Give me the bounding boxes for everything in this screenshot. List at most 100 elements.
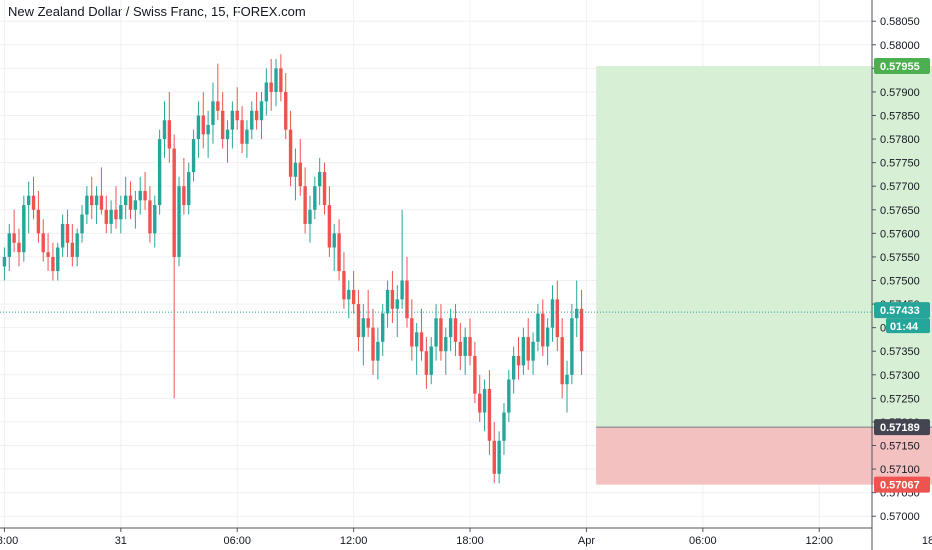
candle-up xyxy=(414,332,419,347)
time-tick-label: 18:00 xyxy=(922,535,932,547)
price-tick-label: 0.57000 xyxy=(880,511,920,523)
candle-up xyxy=(463,337,467,356)
price-tick-label: 0.57350 xyxy=(880,346,920,358)
candle-down xyxy=(478,393,482,413)
price-tick-label: 0.57600 xyxy=(880,228,920,240)
price-tick-label: 0.57800 xyxy=(880,134,920,146)
candle-down xyxy=(46,252,50,257)
time-axis[interactable]: 18:00 31 06:00 12:00 18:00 Apr 06:00 12:00 18:00 xyxy=(0,527,932,547)
candle-down xyxy=(284,91,288,130)
candle-up xyxy=(225,129,230,140)
candle-up xyxy=(2,256,7,267)
candle-up xyxy=(332,233,336,248)
candle-up xyxy=(400,280,404,300)
candle-up xyxy=(376,341,380,361)
candle-up xyxy=(570,318,574,375)
candle-down xyxy=(526,337,530,361)
candle-up xyxy=(119,205,123,220)
candle-up xyxy=(22,205,26,253)
candle-up xyxy=(293,162,298,177)
candle-down xyxy=(327,205,332,248)
candle-down xyxy=(65,223,70,243)
candle-up xyxy=(162,120,167,140)
candle-up xyxy=(502,412,506,441)
candle-up xyxy=(536,313,540,342)
long-position-tool[interactable] xyxy=(596,66,932,485)
price-axis[interactable]: 0.580500.580000.579500.579000.578500.578… xyxy=(871,0,920,550)
candle-up xyxy=(434,318,438,347)
candle-up xyxy=(575,308,579,319)
candle-up xyxy=(26,195,31,206)
current-price-badge-bg xyxy=(874,302,930,319)
candle-down xyxy=(104,209,108,224)
price-tick-label: 0.57750 xyxy=(880,158,920,170)
candle-down xyxy=(31,195,36,210)
candle-up xyxy=(80,214,84,234)
stop-zone xyxy=(596,427,932,485)
price-tick-label: 0.57650 xyxy=(880,205,920,217)
stop-price-badge: 0.57067 xyxy=(880,480,920,492)
candle-down xyxy=(453,318,458,342)
price-tick-label: 0.57300 xyxy=(880,370,920,382)
candle-up xyxy=(482,388,487,413)
candle-down xyxy=(424,351,429,375)
candle-down xyxy=(560,337,564,385)
candle-up xyxy=(565,374,569,385)
candle-up xyxy=(429,346,433,375)
candle-down xyxy=(279,68,283,92)
candle-up xyxy=(381,313,385,342)
price-tick-label: 0.57500 xyxy=(880,276,920,288)
price-tick-label: 0.58050 xyxy=(880,16,920,28)
candle-down xyxy=(516,355,521,366)
price-tick-label: 0.57250 xyxy=(880,393,920,405)
candle-up xyxy=(211,101,215,125)
time-tick-label: 31 xyxy=(115,535,127,547)
time-tick-label: 06:00 xyxy=(223,535,251,547)
candle-up xyxy=(259,101,264,121)
candle-up xyxy=(497,440,501,474)
stop-price-badge-bg xyxy=(874,476,930,493)
time-tick-label: 18:00 xyxy=(456,535,484,547)
candle-up xyxy=(206,124,210,135)
price-tick-label: 0.58000 xyxy=(880,40,920,52)
target-price-badge: 0.57955 xyxy=(880,61,920,73)
candle-down xyxy=(90,195,94,206)
candle-down xyxy=(322,172,327,206)
candle-down xyxy=(492,440,496,474)
candle-up xyxy=(75,233,79,257)
candle-down xyxy=(555,299,560,338)
candle-down xyxy=(99,195,104,210)
candle-down xyxy=(303,186,307,224)
price-tick-label: 0.57150 xyxy=(880,441,920,453)
candle-up xyxy=(85,195,89,215)
candle-down xyxy=(487,388,492,441)
time-tick-label: 12:00 xyxy=(805,535,833,547)
candle-up xyxy=(308,209,312,224)
candle-down xyxy=(356,304,361,338)
candle-up xyxy=(94,195,99,206)
candle-up xyxy=(7,233,11,257)
candle-down xyxy=(541,313,545,347)
candle-down xyxy=(70,242,75,257)
countdown-badge: 01:44 xyxy=(890,321,919,333)
candle-up xyxy=(177,186,181,257)
candle-down xyxy=(351,289,356,305)
candle-down xyxy=(148,200,152,234)
candle-up xyxy=(313,186,317,210)
candle-up xyxy=(274,68,278,92)
time-tick-label: 06:00 xyxy=(689,535,717,547)
candle-up xyxy=(109,209,113,224)
candle-down xyxy=(12,233,16,243)
candle-up xyxy=(545,327,550,347)
candle-down xyxy=(371,327,375,361)
candle-down xyxy=(182,186,186,206)
candle-up xyxy=(191,139,196,173)
candle-up xyxy=(531,341,535,361)
candle-down xyxy=(254,110,259,121)
candle-up xyxy=(511,355,516,380)
candle-down xyxy=(41,233,45,253)
candle-up xyxy=(245,129,249,144)
candle-up xyxy=(317,172,322,187)
time-tick-label: Apr xyxy=(578,535,595,547)
